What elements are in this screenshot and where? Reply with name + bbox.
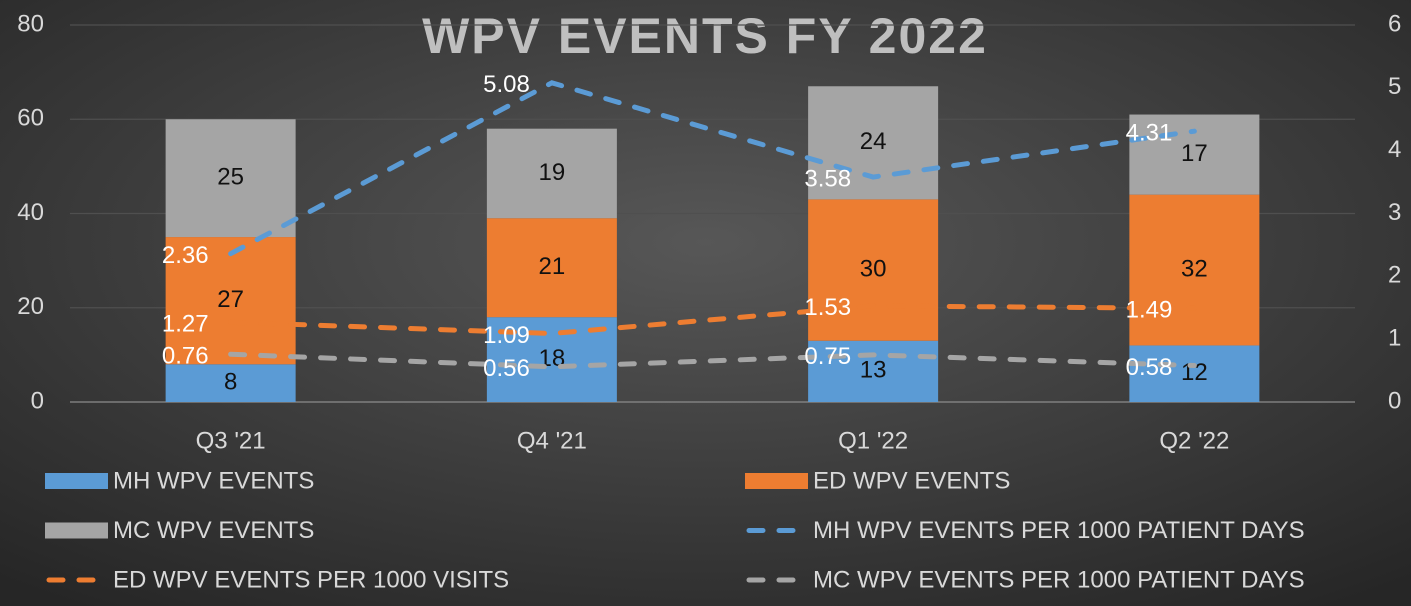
legend-label: MH WPV EVENTS (113, 467, 314, 494)
y2-tick-label: 3 (1388, 199, 1401, 226)
bar-segment (1129, 194, 1260, 346)
bar-segment (1129, 114, 1260, 195)
line-value-label: 1.27 (162, 311, 209, 338)
legend-label: ED WPV EVENTS (813, 467, 1010, 494)
y-tick-label: 60 (17, 105, 44, 132)
y-tick-label: 20 (17, 293, 44, 320)
x-tick-label: Q4 '21 (517, 427, 587, 454)
bar-value-label: 27 (217, 286, 244, 313)
bar-value-label: 21 (539, 253, 566, 280)
bar-value-label: 30 (860, 255, 887, 282)
y2-tick-label: 5 (1388, 73, 1401, 100)
bar-value-label: 25 (217, 164, 244, 191)
x-tick-label: Q3 '21 (196, 427, 266, 454)
line-value-label: 5.08 (483, 71, 530, 98)
bar-value-label: 32 (1181, 255, 1208, 282)
y2-tick-label: 6 (1388, 10, 1401, 37)
bar-segment (486, 128, 617, 219)
bar-value-label: 8 (224, 368, 237, 395)
y2-tick-label: 2 (1388, 262, 1401, 289)
line-series (228, 351, 1197, 370)
y-tick-label: 80 (17, 10, 44, 37)
bar-value-label: 17 (1181, 140, 1208, 167)
bar-segment (1129, 345, 1260, 402)
bar-value-label: 24 (860, 128, 887, 155)
line-value-label: 3.58 (804, 165, 851, 192)
line-value-label: 0.58 (1126, 354, 1173, 381)
bar-value-label: 13 (860, 357, 887, 384)
legend-swatch (45, 473, 108, 489)
y-tick-label: 40 (17, 199, 44, 226)
y2-tick-label: 1 (1388, 325, 1401, 352)
line-value-label: 1.53 (804, 294, 851, 321)
bar-segment (486, 218, 617, 318)
line-series (228, 80, 1197, 257)
line-value-label: 1.49 (1126, 297, 1173, 324)
x-tick-label: Q1 '22 (838, 427, 908, 454)
legend-label: MC WPV EVENTS (113, 517, 314, 544)
line-value-label: 0.56 (483, 355, 530, 382)
legend-label: ED WPV EVENTS PER 1000 VISITS (113, 566, 509, 593)
x-tick-label: Q2 '22 (1159, 427, 1229, 454)
bar-segment (165, 119, 296, 238)
bar-segment (165, 364, 296, 402)
line-value-label: 0.76 (162, 343, 209, 370)
bar-segment (165, 237, 296, 365)
y-tick-label: 0 (31, 387, 44, 414)
y2-tick-label: 0 (1388, 387, 1401, 414)
bar-segment (808, 86, 939, 200)
chart-title: WPV EVENTS FY 2022 (422, 8, 988, 64)
line-value-label: 1.09 (483, 322, 530, 349)
line-series (228, 303, 1197, 337)
legend-label: MH WPV EVENTS PER 1000 PATIENT DAYS (813, 517, 1305, 544)
bar-segment (808, 340, 939, 402)
line-value-label: 0.75 (804, 343, 851, 370)
legend-swatch (745, 473, 808, 489)
y2-tick-label: 4 (1388, 136, 1401, 163)
bar-value-label: 19 (539, 159, 566, 186)
line-value-label: 2.36 (162, 242, 209, 269)
bar-segment (808, 199, 939, 341)
legend-label: MC WPV EVENTS PER 1000 PATIENT DAYS (813, 566, 1305, 593)
legend-swatch (45, 522, 108, 539)
line-value-label: 4.31 (1126, 120, 1173, 147)
